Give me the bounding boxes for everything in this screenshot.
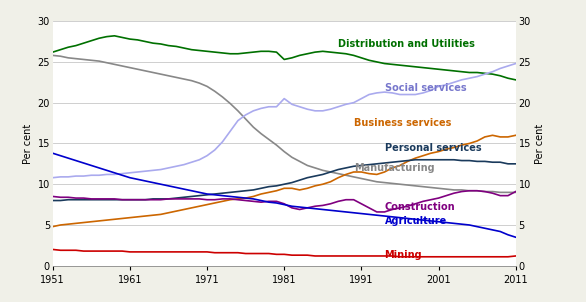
Text: Manufacturing: Manufacturing bbox=[353, 163, 434, 173]
Text: Business services: Business services bbox=[353, 118, 451, 128]
Text: Agriculture: Agriculture bbox=[384, 216, 447, 226]
Y-axis label: Per cent: Per cent bbox=[23, 123, 33, 164]
Y-axis label: Per cent: Per cent bbox=[535, 123, 545, 164]
Text: Personal services: Personal services bbox=[384, 143, 481, 153]
Text: Distribution and Utilities: Distribution and Utilities bbox=[338, 39, 475, 49]
Text: Social services: Social services bbox=[384, 83, 466, 93]
Text: Construction: Construction bbox=[384, 202, 455, 212]
Text: Mining: Mining bbox=[384, 250, 422, 260]
